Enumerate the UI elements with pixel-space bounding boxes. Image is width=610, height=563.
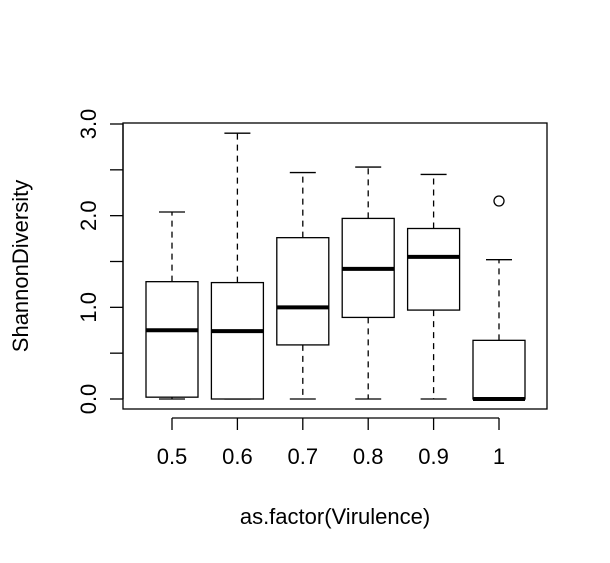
x-axis: 0.5 0.6 0.7 0.8 0.9 1 [157,417,505,469]
boxes [145,132,526,401]
box-group [145,211,199,400]
box-iqr [210,281,265,400]
box-group [406,173,461,400]
box-iqr [145,281,199,398]
box-group [341,166,395,400]
box-iqr [472,339,526,400]
y-axis-label: ShannonDiversity [8,180,33,352]
box-group [276,171,330,400]
y-tick-label: 2.0 [76,200,101,231]
x-tick-label: 0.8 [353,444,384,469]
box-iqr [276,237,330,346]
y-tick-label: 3.0 [76,109,101,140]
outlier-point [493,195,505,207]
box-group [210,132,265,400]
x-tick-label: 0.5 [157,444,188,469]
box-group [472,195,526,401]
y-axis: 0.0 1.0 2.0 3.0 [76,109,124,415]
x-tick-label: 0.6 [222,444,253,469]
x-tick-label: 0.9 [418,444,449,469]
box-iqr [406,227,461,311]
y-tick-label: 0.0 [76,384,101,415]
x-tick-label: 0.7 [288,444,319,469]
x-axis-label: as.factor(Virulence) [240,504,430,529]
y-tick-label: 1.0 [76,292,101,323]
x-tick-label: 1 [493,444,505,469]
